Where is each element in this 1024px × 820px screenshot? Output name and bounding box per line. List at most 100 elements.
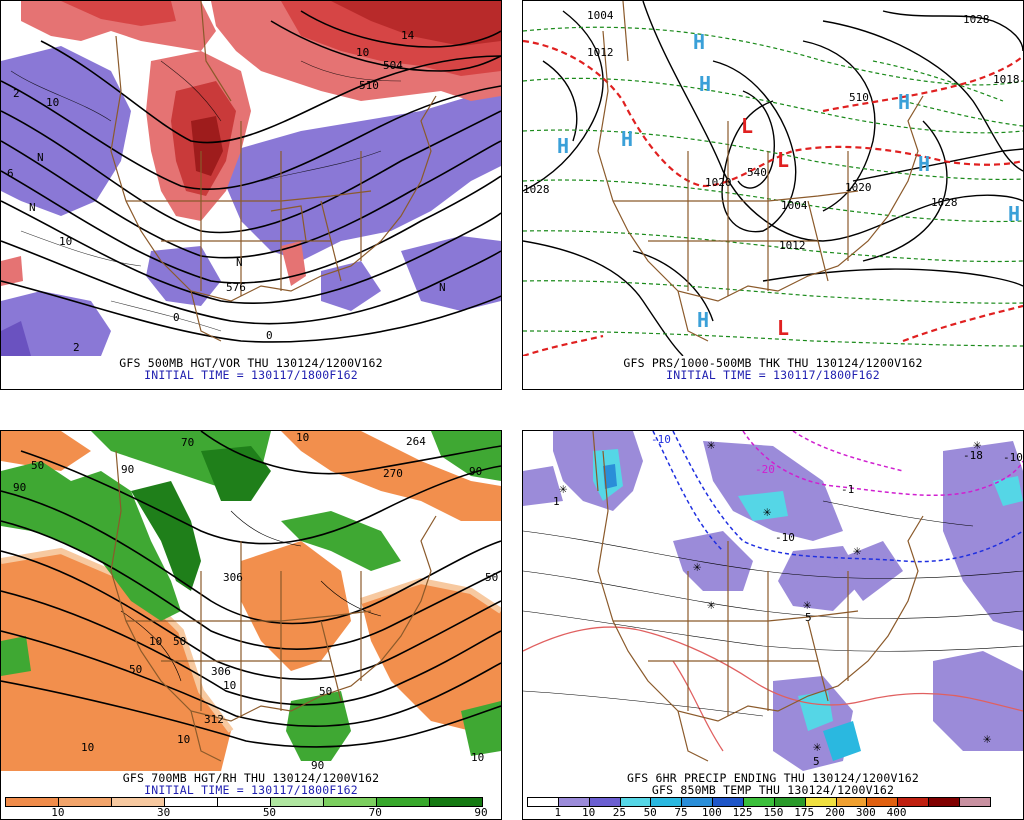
legend-tick-label: 400 — [886, 806, 907, 819]
temp-label: -10 — [775, 531, 795, 544]
svg-text:✳: ✳ — [559, 481, 568, 497]
thickness-label: 510 — [849, 91, 869, 104]
legend-swatch — [165, 798, 218, 806]
legend-swatch — [528, 798, 559, 806]
panel-subcaption: GFS 850MB TEMP THU 130124/1200V162 — [651, 783, 895, 797]
contour-label: 312 — [204, 713, 224, 726]
contour-label: 50 — [173, 635, 186, 648]
isobar-label: 1012 — [779, 239, 806, 252]
legend-swatch — [620, 798, 652, 806]
rh-color-legend: 10 30 50 70 90 — [5, 797, 488, 819]
contour-label: 10 — [59, 235, 72, 248]
legend-swatch — [377, 798, 430, 806]
legend-swatch — [589, 798, 621, 806]
contour-label: 10 — [296, 431, 309, 444]
contour-label: 510 — [359, 79, 379, 92]
legend-tick-label: 30 — [157, 806, 171, 819]
low-pressure-marker: L — [777, 316, 789, 340]
legend-color-bar — [5, 797, 483, 807]
legend-swatch — [744, 798, 775, 806]
panel-700mb-humidity: 50 90 90 70 10 264 270 90 306 10 50 306 … — [0, 430, 502, 820]
svg-text:✳: ✳ — [973, 437, 982, 453]
panel-initial-time: INITIAL TIME = 130117/1800F162 — [144, 783, 358, 797]
svg-text:✳: ✳ — [853, 543, 862, 559]
panel-pressure-thickness: 1004 1012 1028 1020 1028 540 1020 1028 5… — [522, 0, 1024, 390]
legend-tick-label: 100 — [701, 806, 722, 819]
isobar-label: 1020 — [845, 181, 872, 194]
svg-text:✳: ✳ — [707, 437, 716, 453]
legend-swatch — [836, 798, 868, 806]
legend-swatch — [324, 798, 377, 806]
isobar-label: 1004 — [781, 199, 808, 212]
legend-tick-label: 10 — [51, 806, 65, 819]
map-pressure-thickness: 1004 1012 1028 1020 1028 540 1020 1028 5… — [523, 1, 1023, 356]
temp-label: -20 — [755, 463, 775, 476]
svg-text:✳: ✳ — [763, 504, 772, 520]
high-pressure-marker: H — [693, 30, 705, 54]
panel-caption: GFS 500MB HGT/VOR THU 130124/1200V162 — [119, 356, 383, 370]
legend-swatch — [271, 798, 324, 806]
legend-swatch — [682, 798, 714, 806]
svg-text:✳: ✳ — [707, 597, 716, 613]
legend-tick-label: 50 — [643, 806, 657, 819]
low-pressure-marker: L — [741, 114, 753, 138]
legend-swatch — [112, 798, 165, 806]
svg-text:✳: ✳ — [813, 739, 822, 755]
contour-label: 306 — [211, 665, 231, 678]
legend-swatch — [218, 798, 271, 806]
panel-caption: GFS PRS/1000-500MB THK THU 130124/1200V1… — [623, 356, 923, 370]
contour-label: N — [236, 256, 243, 269]
contour-label: N — [439, 281, 446, 294]
temp-label: -10 — [1003, 451, 1023, 464]
contour-label: 2 — [13, 87, 20, 100]
temp-label: 1 — [553, 495, 560, 508]
contour-label: 50 — [31, 459, 44, 472]
contour-label: 264 — [406, 435, 426, 448]
panel-caption: GFS 700MB HGT/RH THU 130124/1200V162 — [122, 771, 380, 785]
temp-label: 5 — [805, 611, 812, 624]
high-pressure-marker: H — [557, 134, 569, 158]
temp-label: -1 — [841, 483, 854, 496]
legend-tick-label: 25 — [612, 806, 627, 819]
temp-label: 5 — [813, 755, 820, 768]
contour-label: 14 — [401, 29, 415, 42]
high-pressure-marker: H — [1008, 202, 1020, 226]
high-pressure-marker: H — [697, 308, 709, 332]
legend-swatch — [6, 798, 59, 806]
contour-label: 306 — [223, 571, 243, 584]
panel-initial-time: INITIAL TIME = 130117/1800F162 — [144, 368, 358, 382]
temp-label: -10 — [651, 433, 671, 446]
contour-label: 70 — [181, 436, 194, 449]
high-pressure-marker: H — [898, 90, 910, 114]
svg-text:✳: ✳ — [983, 731, 992, 747]
contour-label: 90 — [469, 465, 482, 478]
legend-tick-label: 90 — [474, 806, 488, 819]
panel-500mb-vorticity: 10 14 504 510 10 6 2 N 576 10 0 0 2 N N … — [0, 0, 502, 390]
low-pressure-marker: L — [777, 148, 789, 172]
contour-label: 50 — [129, 663, 142, 676]
contour-label: 10 — [46, 96, 59, 109]
map-precip-temp: -10 -20 -10 -1 -18 -10 1 5 5 ✳ ✳ ✳ ✳ ✳ ✳… — [523, 431, 1023, 771]
contour-label: 0 — [266, 329, 273, 342]
contour-label: 90 — [311, 759, 324, 771]
contour-label: N — [37, 151, 44, 164]
contour-label: 10 — [177, 733, 190, 746]
panel-caption: GFS 6HR PRECIP ENDING THU 130124/1200V16… — [626, 771, 920, 785]
contour-label: 6 — [7, 167, 14, 180]
legend-color-bar — [527, 797, 991, 807]
panel-initial-time: INITIAL TIME = 130117/1800F162 — [666, 368, 880, 382]
precip-color-legend: 1 10 25 50 75 100 125 150 175 200 300 400 — [527, 797, 991, 819]
legend-swatch — [59, 798, 112, 806]
contour-label: 504 — [383, 59, 403, 72]
high-pressure-marker: H — [699, 72, 711, 96]
map-700mb-humidity: 50 90 90 70 10 264 270 90 306 10 50 306 … — [1, 431, 501, 771]
panel-precip-temp: -10 -20 -10 -1 -18 -10 1 5 5 ✳ ✳ ✳ ✳ ✳ ✳… — [522, 430, 1024, 820]
contour-label: 10 — [149, 635, 162, 648]
contour-label: 50 — [485, 571, 498, 584]
contour-label: 10 — [223, 679, 236, 692]
legend-swatch — [867, 798, 899, 806]
isobar-label: 1028 — [963, 13, 990, 26]
contour-label: 270 — [383, 467, 403, 480]
temp-label: -18 — [963, 449, 983, 462]
legend-swatch — [898, 798, 930, 806]
